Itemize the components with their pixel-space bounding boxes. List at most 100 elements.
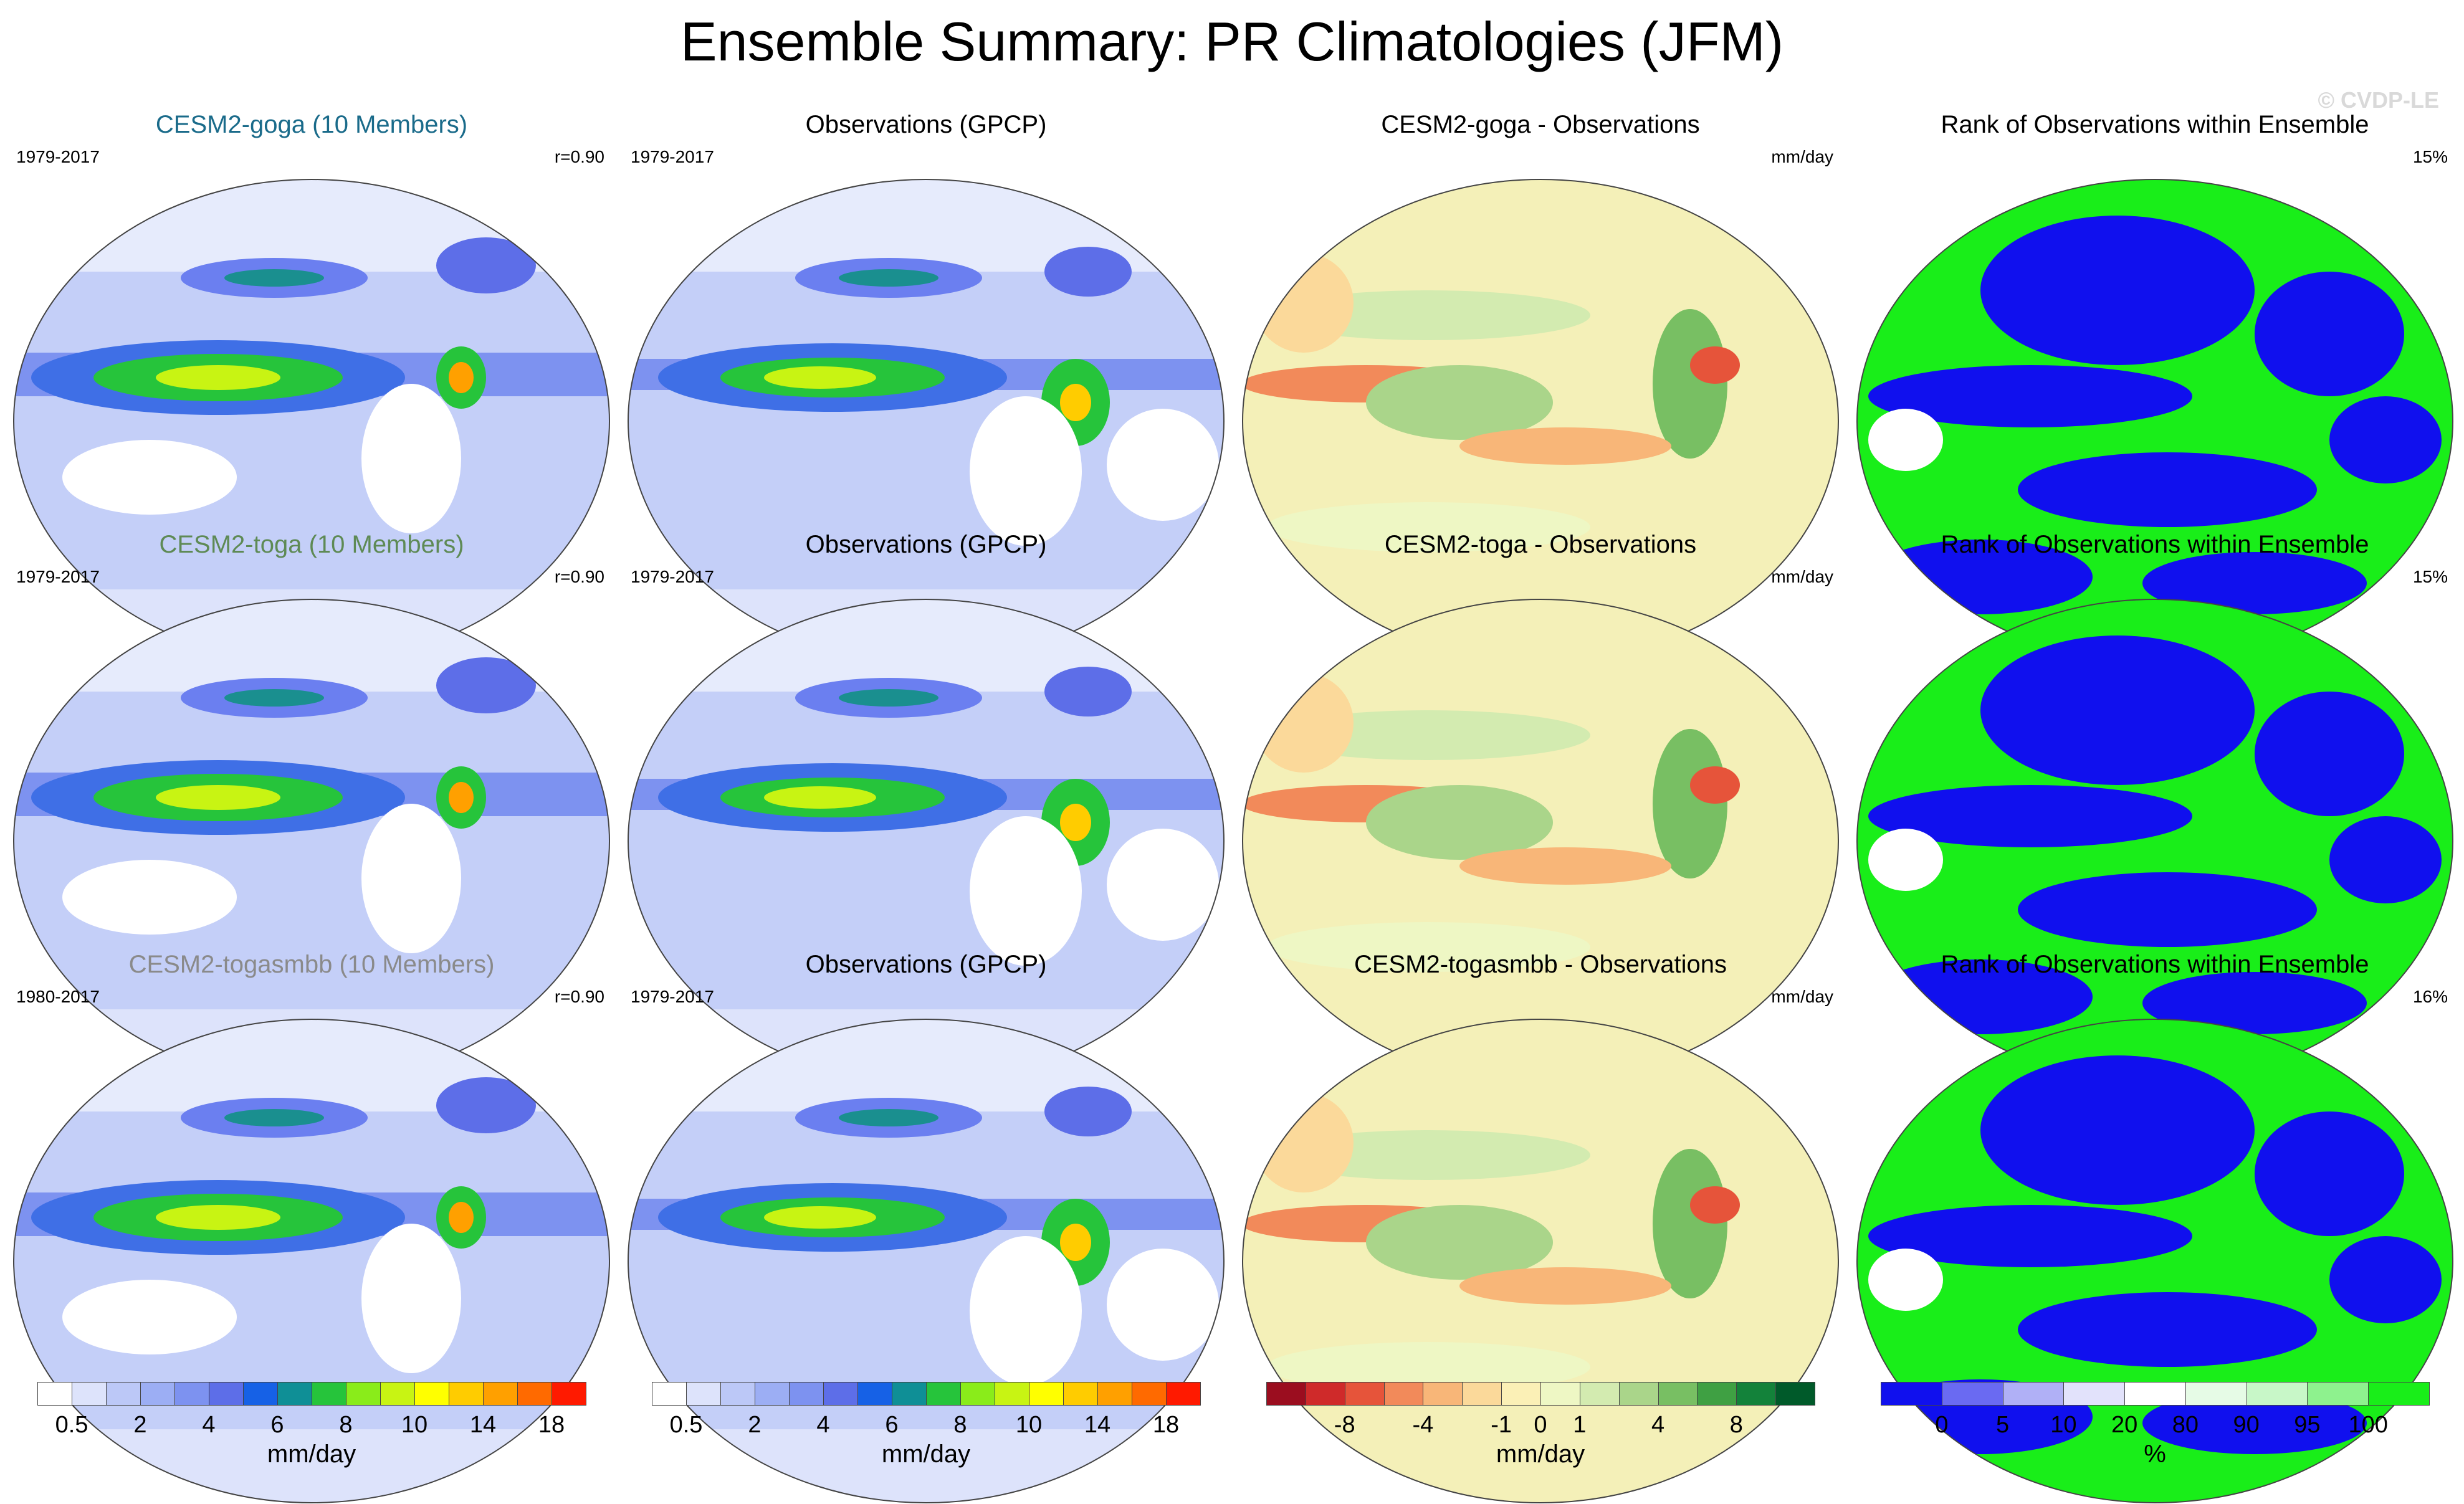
panel-title: Rank of Observations within Ensemble [1941, 951, 2369, 978]
colorbar-tick-label: 6 [270, 1412, 284, 1438]
colorbar-swatch [789, 1382, 824, 1406]
rank-map [1856, 1019, 2453, 1503]
colorbar-swatch [37, 1382, 72, 1406]
colorbar-tick-label: 5 [1995, 1412, 2010, 1438]
year-range: 1980-2017 [16, 987, 100, 1006]
colorbar-swatch [1266, 1382, 1306, 1406]
colorbar-swatch [312, 1382, 346, 1406]
pattern-correlation: r=0.90 [554, 147, 604, 166]
year-range: 1979-2017 [631, 147, 714, 166]
colorbar-tick-label: 80 [2172, 1412, 2199, 1438]
colorbar-swatch [1166, 1382, 1201, 1406]
colorbar-tick-label: 4 [1651, 1412, 1665, 1438]
colorbar-swatch [1501, 1382, 1541, 1406]
difference-map [1242, 179, 1839, 664]
colorbar-swatch [1775, 1382, 1815, 1406]
panel-model-row3: CESM2-togasmbb (10 Members) 1980-2017 r=… [6, 950, 617, 1503]
panel-model-row1: CESM2-goga (10 Members) 1979-2017 r=0.90 [6, 110, 617, 664]
colorbar-tick-label: -1 [1491, 1412, 1512, 1438]
colorbar-swatch [1658, 1382, 1698, 1406]
panel-title: Observations (GPCP) [805, 951, 1047, 978]
colorbar-swatch [1462, 1382, 1502, 1406]
colorbar-swatch [1540, 1382, 1580, 1406]
panel-obs-row3: Observations (GPCP) 1979-2017 [621, 950, 1231, 1503]
colorbar-swatch [2185, 1382, 2247, 1406]
colorbar-swatch [2063, 1382, 2126, 1406]
colorbar-swatch [1423, 1382, 1463, 1406]
colorbar-tick-label: 4 [816, 1412, 830, 1438]
precip-map [13, 1019, 610, 1503]
colorbar-units: mm/day [1496, 1440, 1585, 1468]
colorbar-swatch [823, 1382, 858, 1406]
panel-obs-row2: Observations (GPCP) 1979-2017 [621, 530, 1231, 1083]
colorbar-units: mm/day [267, 1440, 356, 1468]
colorbar-tick-label: 8 [339, 1412, 353, 1438]
copyright-watermark: © CVDP-LE [2318, 87, 2439, 113]
colorbar-swatch [1941, 1382, 2003, 1406]
colorbar-swatch [517, 1382, 552, 1406]
year-range: 1979-2017 [16, 567, 100, 586]
rank-percent: 15% [2412, 567, 2448, 586]
year-range: 1979-2017 [16, 147, 100, 166]
colorbar-tick-label: -4 [1412, 1412, 1434, 1438]
colorbar-swatch [346, 1382, 381, 1406]
colorbar-model: 0.5 2 4 6 8 10 14 18 mm/day [37, 1382, 586, 1482]
colorbar-swatch [926, 1382, 961, 1406]
colorbar-tick-label: 2 [748, 1412, 762, 1438]
colorbar-swatch [2002, 1382, 2065, 1406]
colorbar-tick-label: 10 [1015, 1412, 1043, 1438]
colorbar-swatch [552, 1382, 586, 1406]
colorbar-tick-label: 10 [2050, 1412, 2077, 1438]
colorbar-tick-label: 14 [1084, 1412, 1111, 1438]
colorbar-swatch [1029, 1382, 1064, 1406]
panel-model-row2: CESM2-toga (10 Members) 1979-2017 r=0.90 [6, 530, 617, 1083]
colorbar-tick-label: -8 [1334, 1412, 1355, 1438]
panel-diff-row2: CESM2-toga - Observations mm/day [1235, 530, 1846, 1083]
colorbar-tick-label: 0 [1935, 1412, 1949, 1438]
colorbar-swatch [995, 1382, 1029, 1406]
colorbar-swatch [857, 1382, 892, 1406]
colorbar-swatch [209, 1382, 244, 1406]
panel-title: CESM2-toga - Observations [1384, 531, 1697, 558]
year-range: 1979-2017 [631, 567, 714, 586]
colorbar-swatch [892, 1382, 927, 1406]
units-label: mm/day [1771, 567, 1833, 586]
colorbar-units: mm/day [881, 1440, 971, 1468]
units-label: mm/day [1771, 147, 1833, 166]
colorbar-swatch [106, 1382, 141, 1406]
panel-title: Rank of Observations within Ensemble [1941, 111, 2369, 138]
colorbar-tick-label: 2 [133, 1412, 147, 1438]
colorbar-swatch [2246, 1382, 2308, 1406]
colorbar-obs: 0.5 2 4 6 8 10 14 18 mm/day [652, 1382, 1201, 1482]
panel-rank-row1: Rank of Observations within Ensemble 15% [1850, 110, 2460, 664]
colorbar-swatch [1383, 1382, 1424, 1406]
panel-title: Observations (GPCP) [805, 531, 1047, 558]
colorbar-swatch [140, 1382, 175, 1406]
colorbar-swatch [72, 1382, 107, 1406]
panel-rank-row2: Rank of Observations within Ensemble 15% [1850, 530, 2460, 1083]
difference-map [1242, 1019, 1839, 1503]
colorbar-swatch [1881, 1382, 1942, 1406]
panel-title: CESM2-togasmbb - Observations [1354, 951, 1727, 978]
colorbar-tick-label: 20 [2111, 1412, 2138, 1438]
difference-map [1242, 599, 1839, 1083]
colorbar-swatch [1063, 1382, 1098, 1406]
panel-obs-row1: Observations (GPCP) 1979-2017 [621, 110, 1231, 664]
colorbar-tick-label: 100 [2348, 1412, 2388, 1438]
panel-title: Observations (GPCP) [805, 111, 1047, 138]
colorbar-tick-label: 0.5 [55, 1412, 88, 1438]
precip-map [628, 599, 1225, 1083]
colorbar-swatch [755, 1382, 790, 1406]
panel-title: CESM2-togasmbb (10 Members) [128, 951, 495, 978]
colorbar-swatch [652, 1382, 687, 1406]
colorbar-swatch [483, 1382, 518, 1406]
colorbar-tick-label: 1 [1573, 1412, 1587, 1438]
colorbar-swatch [1097, 1382, 1132, 1406]
colorbar-swatch [1305, 1382, 1345, 1406]
panel-rank-row3: Rank of Observations within Ensemble 16% [1850, 950, 2460, 1503]
colorbar-tick-label: 14 [469, 1412, 497, 1438]
rank-percent: 16% [2412, 987, 2448, 1006]
colorbar-units: % [2144, 1440, 2166, 1468]
colorbar-swatch [2368, 1382, 2430, 1406]
colorbar-swatch [1618, 1382, 1659, 1406]
